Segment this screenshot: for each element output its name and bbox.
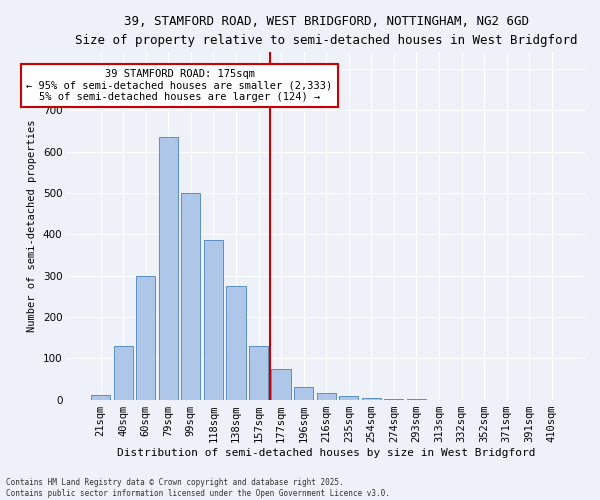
Text: Contains HM Land Registry data © Crown copyright and database right 2025.
Contai: Contains HM Land Registry data © Crown c… xyxy=(6,478,390,498)
Bar xyxy=(91,396,110,400)
X-axis label: Distribution of semi-detached houses by size in West Bridgford: Distribution of semi-detached houses by … xyxy=(117,448,535,458)
Bar xyxy=(204,240,223,400)
Bar xyxy=(294,387,313,400)
Title: 39, STAMFORD ROAD, WEST BRIDGFORD, NOTTINGHAM, NG2 6GD
Size of property relative: 39, STAMFORD ROAD, WEST BRIDGFORD, NOTTI… xyxy=(75,15,577,47)
Bar xyxy=(226,286,245,400)
Bar xyxy=(385,399,403,400)
Bar xyxy=(317,394,336,400)
Bar xyxy=(136,276,155,400)
Bar xyxy=(362,398,381,400)
Bar xyxy=(339,396,358,400)
Bar xyxy=(271,368,290,400)
Text: 39 STAMFORD ROAD: 175sqm
← 95% of semi-detached houses are smaller (2,333)
5% of: 39 STAMFORD ROAD: 175sqm ← 95% of semi-d… xyxy=(26,69,332,102)
Bar xyxy=(181,193,200,400)
Y-axis label: Number of semi-detached properties: Number of semi-detached properties xyxy=(28,120,37,332)
Bar xyxy=(249,346,268,400)
Bar xyxy=(158,137,178,400)
Bar xyxy=(113,346,133,400)
